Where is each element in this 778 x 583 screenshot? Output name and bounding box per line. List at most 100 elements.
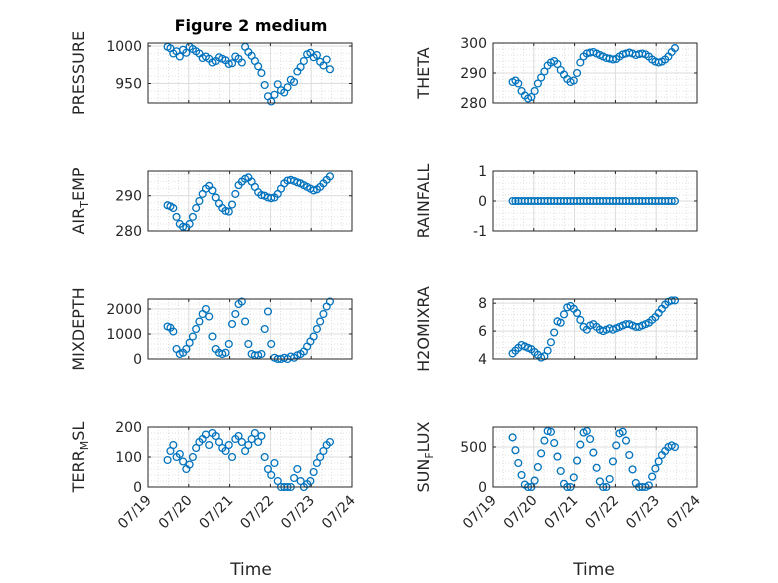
data-point	[247, 434, 256, 444]
x-tick-label: 07/21	[197, 493, 237, 533]
data-point	[325, 297, 335, 306]
x-tick-label: 07/22	[237, 493, 277, 533]
data-point	[576, 440, 585, 449]
data-point	[224, 207, 233, 216]
data-point	[572, 456, 582, 465]
data-point	[221, 206, 230, 215]
data-point	[514, 458, 523, 468]
data-point	[195, 196, 204, 206]
data-point	[273, 476, 282, 486]
subplot-h2omixra: 4 6 8 H2OMIXRA	[414, 286, 698, 372]
data-point	[572, 68, 582, 78]
data-point	[227, 200, 237, 209]
data-point	[296, 62, 305, 72]
data-point	[214, 437, 224, 447]
y-tick-label: 500	[460, 440, 487, 456]
data-point	[608, 457, 618, 466]
data-point	[319, 446, 328, 456]
data-point	[182, 344, 191, 354]
y-tick-label: 1	[478, 164, 487, 180]
data-point	[533, 79, 542, 88]
data-point	[644, 481, 653, 490]
data-point	[237, 58, 246, 67]
data-point	[211, 193, 220, 202]
data-point	[325, 65, 335, 74]
data-point	[241, 317, 250, 326]
x-tick-label: 07/20	[501, 493, 541, 533]
data-point	[270, 90, 279, 99]
data-point	[670, 196, 680, 206]
data-point	[322, 55, 331, 64]
data-point	[556, 318, 565, 327]
data-point	[169, 440, 178, 450]
axes-box	[147, 298, 353, 360]
y-axis-label: RAINFALL	[414, 164, 433, 239]
x-tick-label: 07/19	[115, 493, 155, 533]
data-point	[237, 437, 246, 447]
data-point	[182, 48, 191, 57]
data-point	[576, 58, 585, 67]
data-point	[231, 309, 240, 319]
data-point	[508, 196, 517, 206]
data-point	[654, 58, 663, 67]
data-point	[188, 452, 197, 462]
y-tick-label: 2000	[106, 302, 142, 318]
x-tick-label: 07/24	[319, 492, 359, 532]
data-point	[589, 448, 598, 457]
data-point	[670, 296, 680, 305]
data-point	[192, 324, 201, 334]
data-point	[648, 472, 657, 481]
data-point	[188, 332, 197, 341]
data-point	[234, 431, 243, 441]
y-tick-label: 290	[460, 66, 487, 82]
y-tick-label: 0	[133, 352, 142, 368]
data-point	[250, 428, 259, 438]
data-point	[169, 327, 178, 336]
data-point	[192, 204, 201, 213]
data-point	[175, 52, 184, 61]
data-point	[582, 426, 591, 436]
data-point	[224, 339, 233, 349]
y-tick-label: 290	[115, 189, 142, 205]
data-point	[325, 437, 335, 447]
subplot-theta: 280 290 300 THETA	[414, 36, 698, 112]
data-point	[237, 297, 246, 306]
subplot-rainfall: -1 0 1 RAINFALL	[414, 164, 698, 240]
data-point	[260, 80, 269, 90]
data-point	[179, 457, 188, 466]
data-point	[550, 438, 559, 448]
data-point	[175, 449, 184, 459]
data-point	[511, 196, 520, 206]
data-point	[188, 212, 197, 221]
data-point	[556, 466, 565, 476]
data-point	[621, 436, 631, 445]
x-axis-label-right: Time	[572, 560, 615, 580]
data-point	[224, 440, 233, 450]
data-point	[316, 317, 325, 326]
data-point	[325, 172, 335, 181]
data-point	[296, 476, 305, 486]
data-point	[211, 431, 220, 441]
data-point	[192, 443, 201, 453]
x-axis-label-left: Time	[229, 560, 272, 580]
data-point	[312, 458, 321, 468]
data-point	[559, 310, 569, 319]
data-point	[618, 427, 627, 436]
data-point	[651, 464, 660, 473]
data-point	[553, 59, 562, 69]
y-tick-label: 4	[478, 352, 487, 368]
subplot-pressure: 950 1000 PRESSURE	[69, 31, 353, 115]
x-tick-label: 07/20	[156, 493, 196, 533]
x-tick-label: 07/24	[664, 492, 704, 532]
data-point	[537, 73, 546, 82]
y-tick-label: 0	[478, 194, 487, 210]
data-point	[546, 427, 555, 436]
data-point	[312, 324, 321, 334]
axes-box	[492, 426, 698, 488]
data-point	[260, 452, 269, 462]
data-point	[667, 296, 676, 305]
subplot-sun-flux: 07/19 07/20 07/21 07/22 07/23 07/24 0 500 SUNFLU…	[414, 421, 704, 532]
data-point	[508, 433, 517, 442]
data-point	[654, 457, 663, 466]
